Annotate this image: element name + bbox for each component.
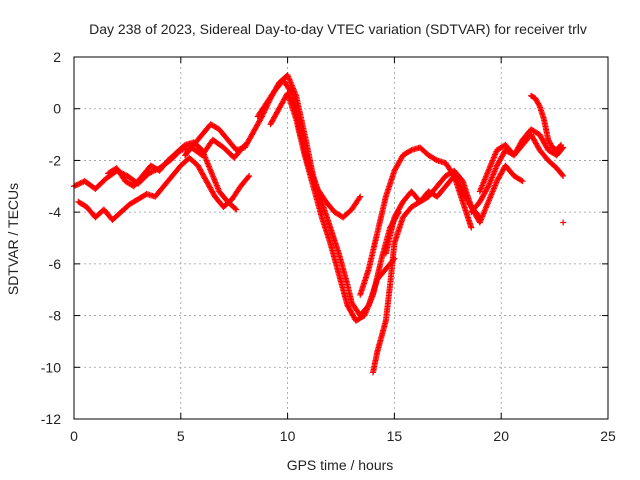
data-point	[233, 206, 240, 213]
chart-title: Day 238 of 2023, Sidereal Day-to-day VTE…	[89, 21, 587, 37]
x-tick-label: 20	[493, 428, 509, 444]
data-point	[560, 219, 567, 226]
y-tick-label: -2	[49, 152, 62, 168]
x-tick-label: 5	[177, 428, 185, 444]
data-point	[148, 169, 155, 176]
axis-ticks: 0 5 10 15 20 25 -12 -10 -8 -6 -4 -2 0 2	[41, 49, 616, 444]
y-tick-label: -10	[41, 359, 61, 375]
y-tick-label: -6	[49, 256, 62, 272]
x-tick-label: 0	[70, 428, 78, 444]
data-points	[71, 72, 567, 376]
y-axis-label: SDTVAR / TECUs	[5, 183, 21, 295]
data-point	[518, 177, 525, 184]
data-point	[356, 194, 363, 201]
data-point	[245, 174, 252, 181]
data-point	[77, 180, 84, 187]
y-tick-label: -12	[41, 411, 61, 427]
data-point	[72, 182, 79, 189]
plot-frame	[73, 56, 609, 420]
data-point	[288, 88, 295, 95]
y-tick-label: 0	[53, 101, 61, 117]
data-point	[432, 156, 439, 163]
data-point	[73, 181, 80, 188]
x-axis-label: GPS time / hours	[287, 457, 394, 473]
y-tick-label: -4	[49, 204, 62, 220]
data-point	[558, 141, 565, 148]
data-point	[519, 178, 526, 185]
y-tick-label: 2	[53, 49, 61, 65]
x-tick-label: 15	[387, 428, 403, 444]
data-point	[557, 142, 564, 149]
data-point	[76, 180, 83, 187]
data-point	[468, 224, 475, 231]
x-tick-label: 10	[280, 428, 296, 444]
data-point	[559, 171, 566, 178]
data-point	[357, 193, 364, 200]
data-point	[407, 147, 414, 154]
data-point	[560, 172, 567, 179]
data-point	[232, 205, 239, 212]
data-point	[484, 184, 491, 191]
y-tick-label: -8	[49, 308, 62, 324]
data-point	[246, 172, 253, 179]
data-point	[535, 101, 542, 108]
data-point	[75, 181, 82, 188]
x-tick-label: 25	[600, 428, 616, 444]
